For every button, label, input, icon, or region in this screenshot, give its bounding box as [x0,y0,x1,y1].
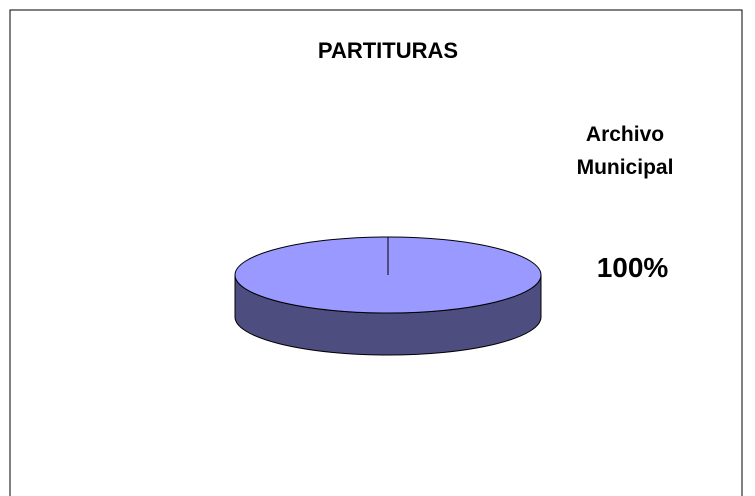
slice-label: Archivo Municipal [576,123,674,179]
value-label: 100% [596,252,669,283]
chart-title: PARTITURAS [318,38,458,63]
